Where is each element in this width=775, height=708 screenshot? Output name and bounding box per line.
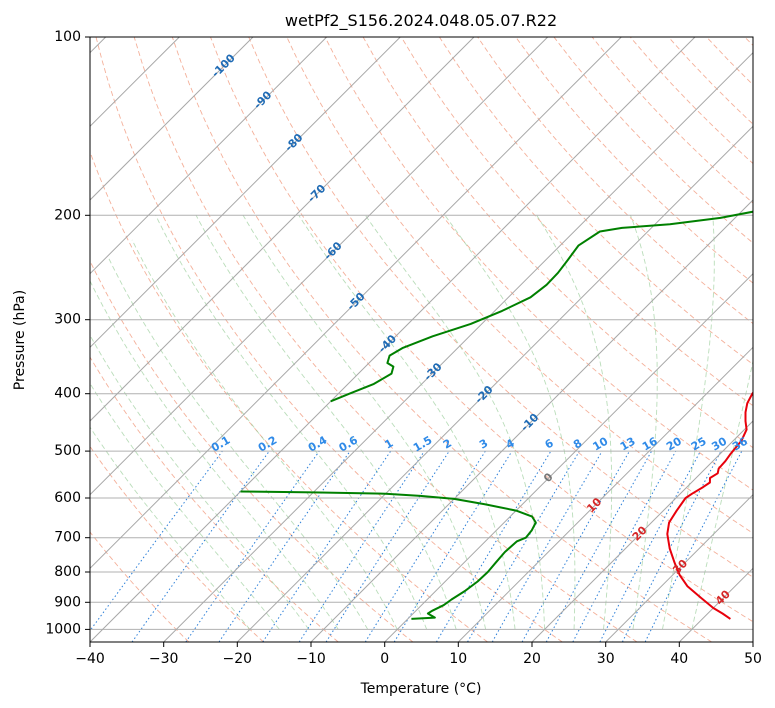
- isotherm-line: [531, 420, 753, 642]
- dry-adiabat: [90, 445, 264, 642]
- isotherm-line: [90, 37, 254, 201]
- x-tick-label: 10: [449, 651, 467, 667]
- moist-adiabat: [90, 426, 251, 630]
- y-tick-label: 200: [54, 207, 81, 223]
- dewpoint-profile-line: [240, 490, 537, 620]
- x-tick-label: 30: [597, 651, 615, 667]
- dry-adiabat: [324, 37, 753, 491]
- moist-adiabat: [90, 334, 310, 630]
- x-tick-label: −10: [296, 651, 326, 667]
- dry-adiabat: [515, 37, 753, 284]
- isotherm-line: [90, 37, 549, 496]
- x-tick-label: −40: [75, 651, 105, 667]
- isotherm-line: [90, 37, 696, 642]
- isotherm-lines: [90, 37, 753, 642]
- dewpoint-profile-line: [330, 210, 753, 403]
- mixing-ratio-line: [218, 450, 351, 642]
- dry-adiabat: [439, 37, 753, 365]
- mixing-ratio-line: [644, 450, 743, 642]
- dry-adiabat: [95, 37, 563, 642]
- mixing-ratio-line: [131, 450, 270, 642]
- y-axis-ticks: 100 200 300 400 500 600 700 800 900 1000: [45, 29, 90, 637]
- y-tick-label: 100: [54, 29, 81, 45]
- mixing-ratio-line: [262, 450, 392, 642]
- dry-adiabat: [400, 37, 753, 407]
- mixing-ratio-line: [572, 450, 677, 642]
- isotherm-line: [310, 199, 753, 642]
- dry-adiabat: [248, 37, 753, 578]
- x-tick-label: 20: [523, 651, 541, 667]
- dry-adiabat: [90, 531, 190, 642]
- x-tick-label: 40: [670, 651, 688, 667]
- y-tick-label: 600: [54, 490, 81, 506]
- isotherm-line: [236, 125, 753, 642]
- moist-adiabat: [90, 279, 339, 630]
- y-tick-label: 800: [54, 564, 81, 580]
- mixing-ratio-line: [521, 450, 630, 642]
- temperature-profile-line: [666, 391, 753, 620]
- x-tick-label: 0: [380, 651, 389, 667]
- isotherm-line: [163, 51, 753, 642]
- dry-adiabat: [90, 356, 339, 642]
- data-series: [240, 210, 753, 620]
- x-axis-title: Temperature (°C): [360, 681, 482, 697]
- mixing-ratio-line: [325, 450, 450, 642]
- y-tick-label: 900: [54, 594, 81, 610]
- mixing-ratio-line: [185, 450, 320, 642]
- isotherm-line: [457, 346, 753, 642]
- dry-adiabat: [171, 37, 712, 642]
- moist-adiabat: [90, 382, 280, 630]
- dry-adiabat: [90, 150, 488, 642]
- isotherm-line: [90, 37, 401, 349]
- plot-frame: [89, 36, 754, 643]
- x-axis-ticks: −40 −30 −20 −10 0 10 20 30 40 50: [75, 642, 762, 667]
- x-tick-label: 50: [744, 651, 762, 667]
- mixing-ratio-line: [545, 450, 653, 642]
- moist-adiabat: [155, 215, 428, 630]
- moist-adiabat: [298, 215, 516, 630]
- chart-title: wetPf2_S156.2024.048.05.07.R22: [285, 11, 557, 31]
- y-tick-label: 1000: [45, 621, 81, 637]
- x-tick-label: −20: [223, 651, 253, 667]
- y-axis-title: Pressure (hPa): [12, 290, 28, 390]
- y-tick-label: 400: [54, 386, 81, 402]
- pressure-gridlines: [90, 37, 753, 630]
- moist-adiabat: [107, 256, 369, 630]
- isotherm-line: [384, 272, 753, 642]
- y-tick-label: 700: [54, 530, 81, 546]
- x-tick-label: −30: [149, 651, 179, 667]
- isotherm-line: [90, 37, 475, 422]
- dry-adiabat: [210, 37, 753, 623]
- mixing-ratio-line: [393, 450, 513, 642]
- isotherm-line: [90, 37, 622, 570]
- y-tick-label: 500: [54, 443, 81, 459]
- isotherm-line: [605, 493, 753, 642]
- isotherm-line: [90, 37, 328, 275]
- dry-adiabat: [133, 37, 638, 642]
- mixing-ratio-line: [90, 450, 223, 632]
- y-tick-label: 300: [54, 312, 81, 328]
